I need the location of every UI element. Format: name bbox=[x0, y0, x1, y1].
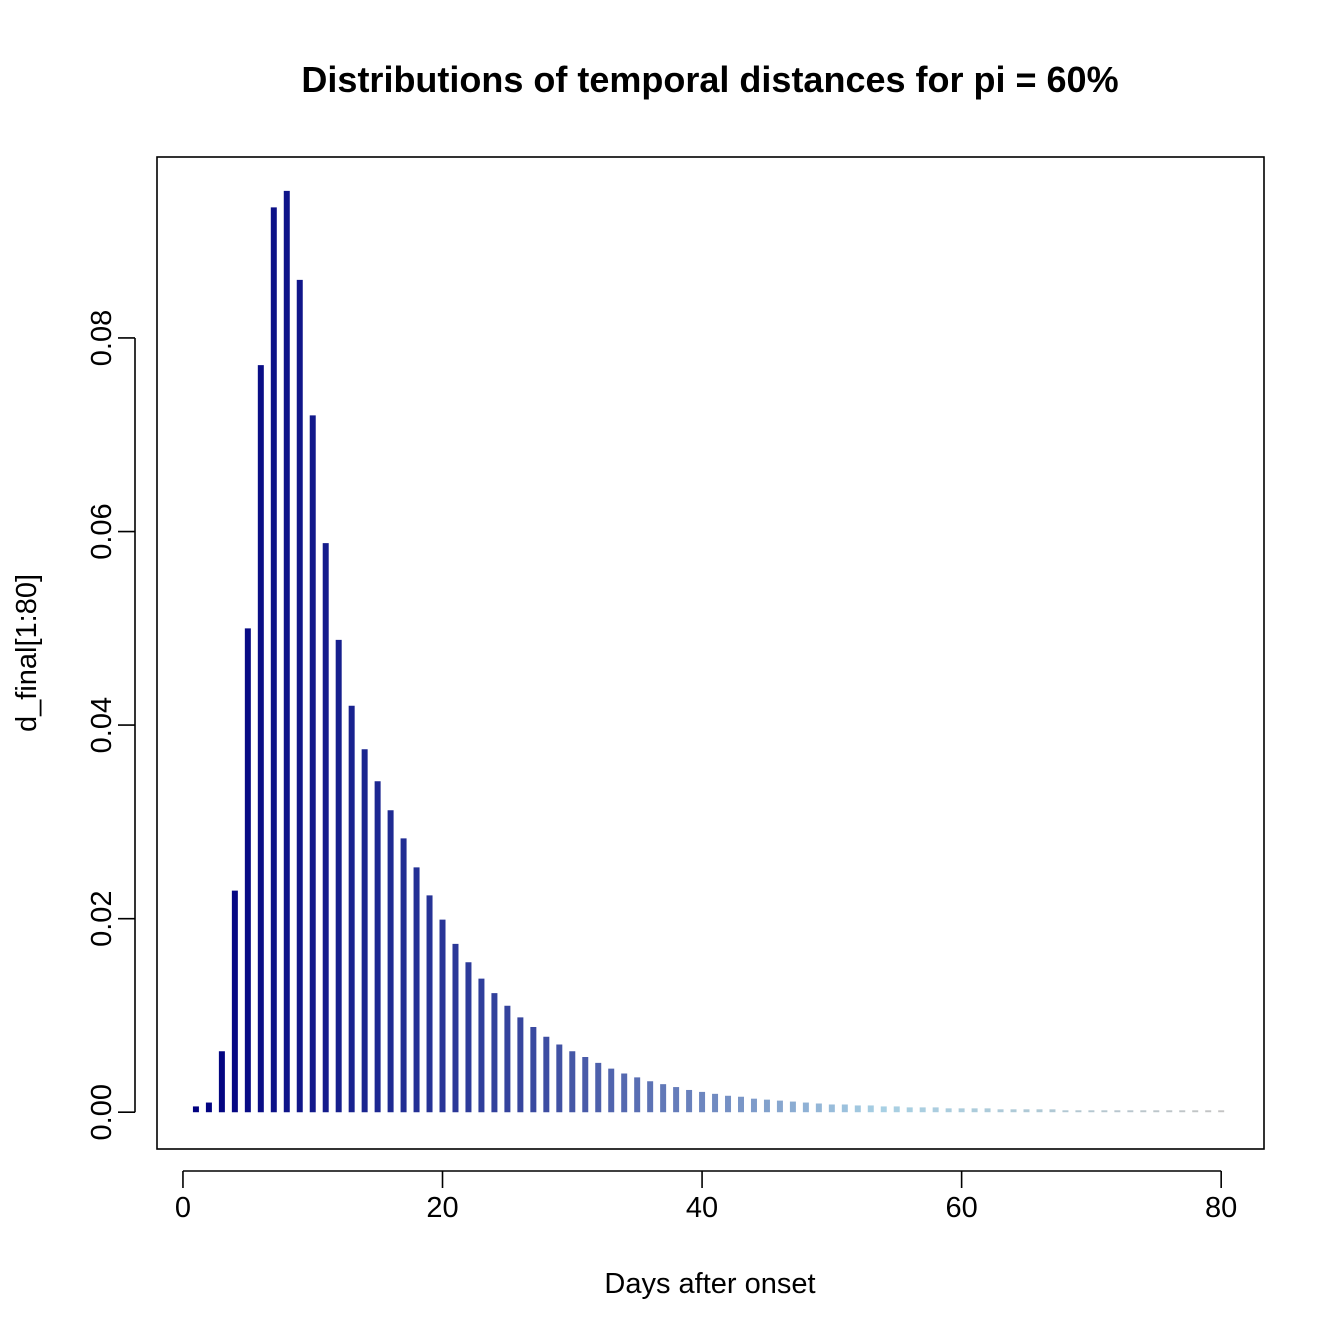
bars-group bbox=[192, 190, 1225, 1113]
x-tick-label: 80 bbox=[1205, 1192, 1237, 1224]
x-axis-label: Days after onset bbox=[604, 1268, 815, 1300]
y-axis: 0.00 0.02 0.04 0.06 0.08 bbox=[86, 310, 136, 1140]
x-tick-label: 20 bbox=[426, 1192, 458, 1224]
y-tick-label: 0.04 bbox=[86, 697, 118, 753]
y-tick-label: 0.08 bbox=[86, 310, 118, 366]
x-tick-label: 40 bbox=[686, 1192, 718, 1224]
y-tick-label: 0.00 bbox=[86, 1084, 118, 1140]
y-tick-label: 0.02 bbox=[86, 890, 118, 946]
x-axis: 0 20 40 60 80 bbox=[175, 1170, 1237, 1224]
y-axis-label: d_final[1:80] bbox=[11, 574, 43, 732]
plot-area-frame bbox=[156, 156, 1265, 1150]
chart-title: Distributions of temporal distances for … bbox=[301, 59, 1118, 100]
y-tick-label: 0.06 bbox=[86, 503, 118, 559]
x-tick-label: 0 bbox=[175, 1192, 191, 1224]
x-tick-label: 60 bbox=[945, 1192, 977, 1224]
